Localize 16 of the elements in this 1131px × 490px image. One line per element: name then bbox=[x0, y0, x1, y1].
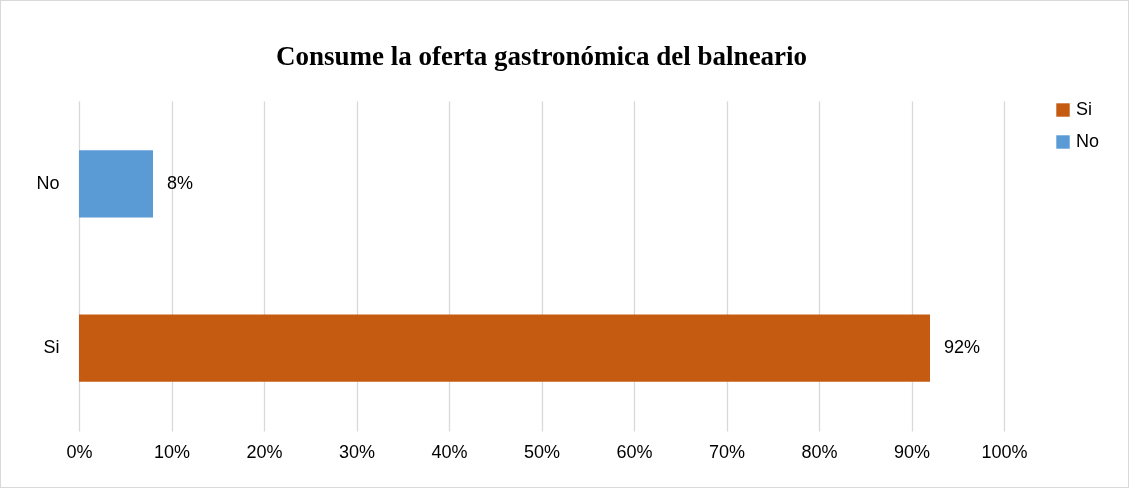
x-tick-label: 50% bbox=[523, 441, 561, 462]
x-tick-label: 30% bbox=[338, 441, 376, 462]
x-tick-label: 0% bbox=[66, 441, 93, 462]
x-tick-label: 40% bbox=[431, 441, 468, 462]
x-tick-label: 10% bbox=[153, 441, 191, 462]
chart-title: Consume la oferta gastronómica del balneario bbox=[275, 41, 808, 71]
legend-label: Si bbox=[1076, 99, 1093, 119]
data-label: 8% bbox=[167, 172, 194, 193]
x-tick-label: 100% bbox=[981, 441, 1028, 462]
x-tick-label: 20% bbox=[246, 441, 283, 462]
legend-label: No bbox=[1076, 131, 1100, 151]
x-tick-label: 60% bbox=[616, 441, 653, 462]
data-label: 92% bbox=[944, 337, 981, 358]
x-tick-label: 70% bbox=[708, 441, 746, 462]
x-tick-label: 80% bbox=[801, 441, 838, 462]
x-tick-label: 90% bbox=[893, 441, 931, 462]
